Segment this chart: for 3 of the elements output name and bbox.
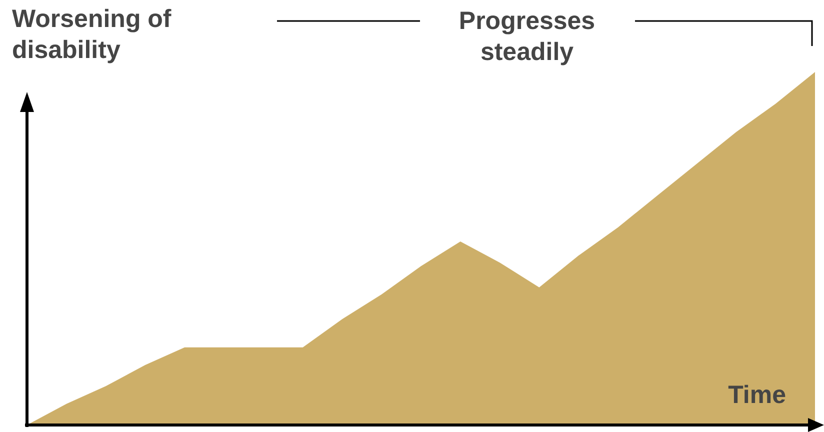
y-axis-title: Worsening of disability <box>12 4 172 66</box>
text: Progresses steadily <box>458 6 596 68</box>
x-axis-title: Time <box>728 380 786 411</box>
